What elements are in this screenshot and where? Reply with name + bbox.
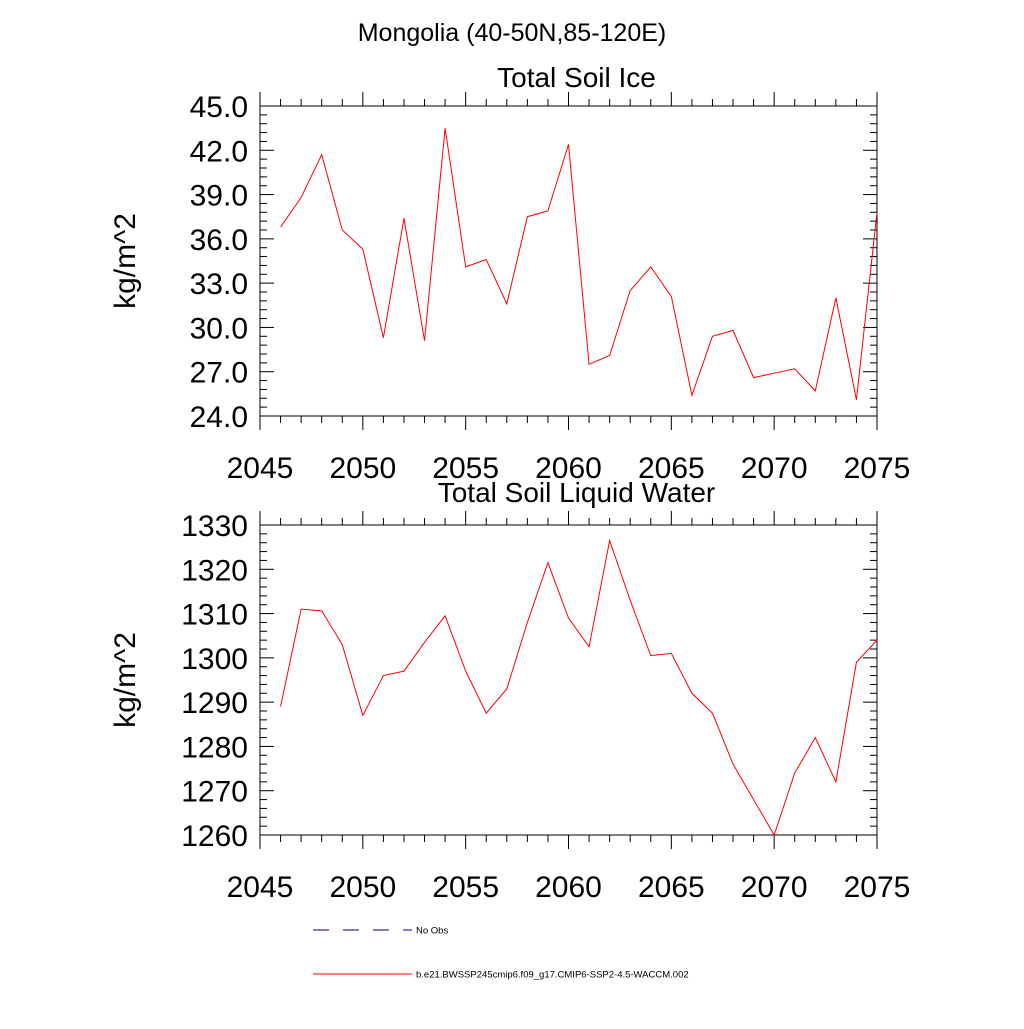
plot-frame [259, 105, 878, 417]
x-tick-label: 2075 [844, 452, 911, 485]
y-tick-label: 39.0 [190, 180, 248, 213]
legend-label: b.e21.BWSSP245cmip6.f09_g17.CMIP6-SSP2-4… [416, 970, 689, 981]
legend: No Obs b.e21.BWSSP245cmip6.f09_g17.CMIP6-… [313, 926, 689, 981]
y-axis-label: kg/m^2 [109, 632, 142, 728]
x-tick-label: 2055 [432, 871, 499, 904]
y-axis-label: kg/m^2 [109, 213, 142, 309]
x-tick-label: 2050 [329, 871, 396, 904]
x-tick-label: 2065 [638, 452, 705, 485]
y-tick-label: 1290 [181, 687, 248, 720]
y-tick-label: 1330 [181, 510, 248, 543]
series-line [280, 538, 878, 837]
y-tick-label: 1320 [181, 554, 248, 587]
x-tick-label: 2070 [741, 452, 808, 485]
chart-panel-1: Total Soil Ice 2045 2050 2055 2060 2065 2070 20… [109, 62, 910, 485]
y-tick-label: 36.0 [190, 224, 248, 257]
y-tick-label: 24.0 [190, 401, 248, 434]
chart-title: Total Soil Liquid Water [438, 477, 716, 508]
y-tick-label: 1270 [181, 776, 248, 809]
legend-label: No Obs [416, 926, 448, 937]
y-tick-label: 30.0 [190, 312, 248, 345]
y-tick-label: 1260 [181, 820, 248, 853]
y-tick-label: 42.0 [190, 135, 248, 168]
y-tick-label: 1300 [181, 643, 248, 676]
x-tick-label: 2055 [432, 452, 499, 485]
x-tick-label: 2045 [227, 871, 294, 904]
y-tick-label: 1310 [181, 599, 248, 632]
x-tick-label: 2050 [329, 452, 396, 485]
page-title: Mongolia (40-50N,85-120E) [358, 19, 667, 47]
x-tick-label: 2060 [535, 871, 602, 904]
y-tick-label: 27.0 [190, 357, 248, 390]
series-line [280, 128, 878, 400]
y-tick-label: 1280 [181, 731, 248, 764]
y-tick-label: 45.0 [190, 91, 248, 124]
x-tick-label: 2065 [638, 871, 705, 904]
x-tick-label: 2070 [741, 871, 808, 904]
y-tick-label: 33.0 [190, 268, 248, 301]
chart-panel-2: Total Soil Liquid Water 2045 2050 2055 2060 2… [109, 477, 910, 904]
x-tick-label: 2045 [227, 452, 294, 485]
x-tick-label: 2060 [535, 452, 602, 485]
chart-title: Total Soil Ice [497, 62, 656, 93]
x-tick-label: 2075 [844, 871, 911, 904]
